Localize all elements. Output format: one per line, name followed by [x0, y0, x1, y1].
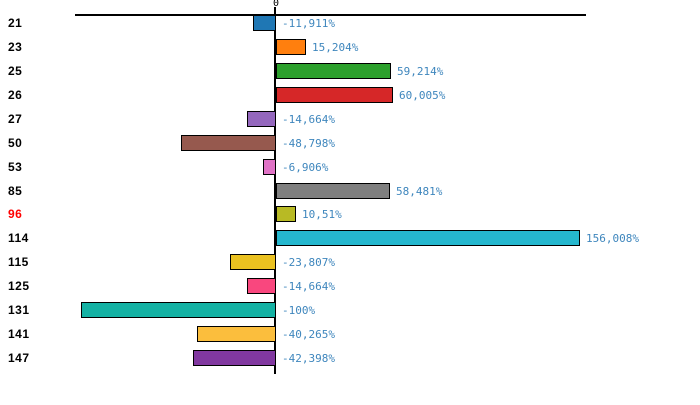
value-label: -6,906% [282, 161, 329, 174]
category-label: 50 [8, 136, 23, 150]
category-label: 147 [8, 351, 30, 365]
value-label: -42,398% [282, 352, 335, 365]
category-label: 96 [8, 207, 23, 221]
category-label: 21 [8, 16, 23, 30]
category-label: 141 [8, 327, 30, 341]
category-label: 26 [8, 88, 23, 102]
bar [180, 135, 276, 151]
value-label: 156,008% [586, 232, 639, 245]
value-label: -48,798% [282, 137, 335, 150]
bar [275, 63, 391, 79]
bar [275, 206, 296, 222]
bar [262, 159, 276, 175]
zero-axis-line [274, 7, 276, 374]
zero-tick-label: 0 [272, 0, 280, 9]
category-label: 85 [8, 184, 23, 198]
bar [275, 39, 306, 55]
category-label: 125 [8, 279, 30, 293]
bar [246, 278, 276, 294]
bar [252, 15, 276, 31]
value-label: -40,265% [282, 328, 335, 341]
value-label: -14,664% [282, 113, 335, 126]
category-label: 27 [8, 112, 23, 126]
value-label: 59,214% [397, 65, 444, 78]
bar [229, 254, 276, 270]
bar [196, 326, 276, 342]
category-label: 23 [8, 40, 23, 54]
category-label: 131 [8, 303, 30, 317]
category-label: 114 [8, 231, 29, 245]
value-label: 60,005% [399, 89, 446, 102]
value-label: -23,807% [282, 256, 335, 269]
bar [80, 302, 276, 318]
value-label: -11,911% [282, 17, 335, 30]
bar [275, 183, 390, 199]
bar [275, 87, 393, 103]
value-label: -100% [282, 304, 316, 317]
bar [192, 350, 276, 366]
category-label: 53 [8, 160, 23, 174]
category-label: 25 [8, 64, 23, 78]
value-label: 15,204% [312, 41, 359, 54]
value-label: 58,481% [396, 185, 443, 198]
bar [246, 111, 276, 127]
x-axis-line [75, 14, 586, 16]
category-label: 115 [8, 255, 29, 269]
value-label: 10,51% [302, 208, 342, 221]
value-label: -14,664% [282, 280, 335, 293]
bar [275, 230, 580, 246]
